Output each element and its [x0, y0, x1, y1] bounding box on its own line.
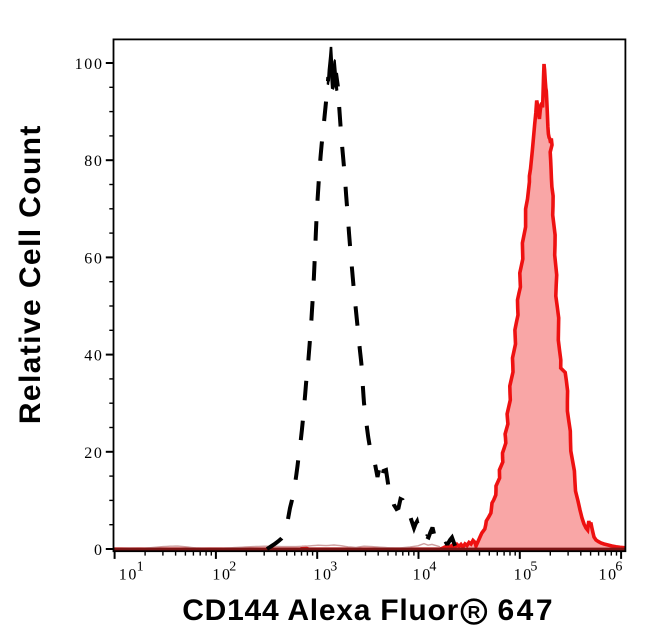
svg-text:100: 100 [75, 56, 104, 73]
svg-text:60: 60 [84, 250, 103, 267]
svg-text:2: 2 [229, 559, 236, 574]
svg-text:CD144 Alexa Fluor: CD144 Alexa Fluor [182, 594, 459, 627]
svg-text:80: 80 [84, 153, 103, 170]
svg-text:40: 40 [84, 348, 103, 365]
svg-text:Relative Cell Count: Relative Cell Count [14, 124, 47, 424]
svg-text:10: 10 [313, 567, 332, 584]
svg-text:20: 20 [84, 445, 103, 462]
svg-text:10: 10 [599, 567, 618, 584]
svg-text:R: R [468, 602, 481, 622]
svg-text:10: 10 [212, 567, 231, 584]
svg-text:647: 647 [498, 594, 556, 627]
svg-text:10: 10 [413, 567, 432, 584]
svg-text:0: 0 [94, 542, 104, 559]
svg-text:1: 1 [137, 559, 144, 574]
svg-text:10: 10 [119, 567, 138, 584]
svg-text:4: 4 [429, 559, 436, 574]
svg-text:10: 10 [514, 567, 533, 584]
svg-text:6: 6 [615, 559, 622, 574]
svg-text:5: 5 [530, 559, 537, 574]
svg-text:3: 3 [330, 559, 337, 574]
